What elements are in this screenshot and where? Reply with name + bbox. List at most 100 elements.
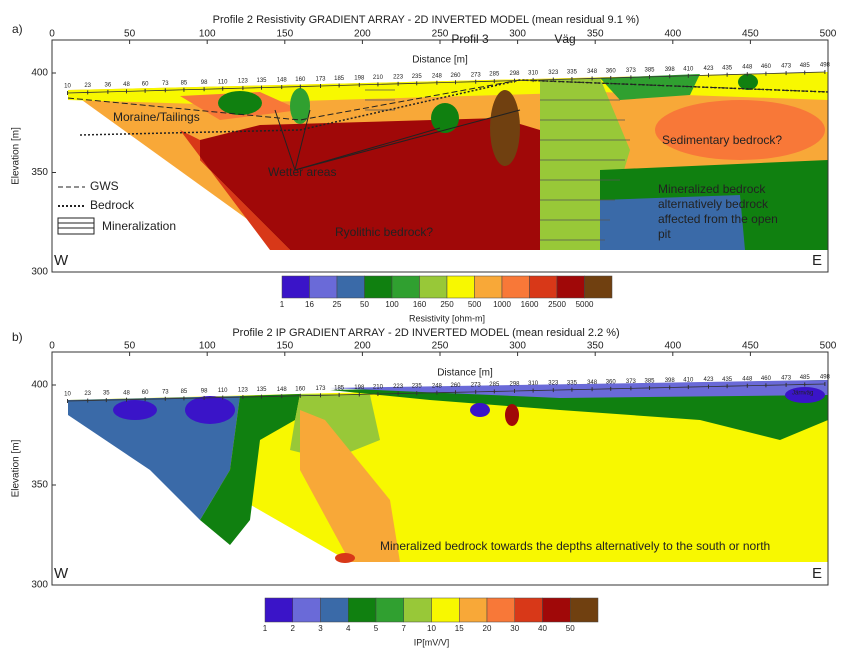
electrode-label: 285 xyxy=(489,382,500,388)
legend-label: Bedrock xyxy=(90,198,135,212)
electrode-label: 435 xyxy=(722,377,733,383)
colorbar-label: 4 xyxy=(346,624,351,633)
note-line: alternatively bedrock xyxy=(658,197,769,211)
colorbar-swatch xyxy=(320,597,349,623)
electrode-label: 323 xyxy=(548,381,559,387)
electrode-label: 348 xyxy=(587,380,598,386)
colorbar-swatch xyxy=(264,597,293,623)
y-tick-label: 300 xyxy=(31,267,48,278)
x-tick-label: 250 xyxy=(432,29,449,40)
colorbar-label: 10 xyxy=(427,624,436,633)
panel-title: Profile 2 IP GRADIENT ARRAY - 2D INVERTE… xyxy=(232,327,619,339)
electrode-label: 273 xyxy=(471,72,482,78)
electrode-label: 48 xyxy=(123,82,130,88)
electrode-label: 98 xyxy=(201,389,208,395)
electrode-label: 410 xyxy=(683,66,694,72)
x-tick-label: 250 xyxy=(432,341,449,352)
electrode-label: 210 xyxy=(373,75,384,81)
electrode-label: 448 xyxy=(742,65,753,71)
electrode-label: 285 xyxy=(489,72,500,78)
legend-label: GWS xyxy=(90,179,119,193)
colorbar-swatch xyxy=(459,597,488,623)
colorbar-label: 3 xyxy=(318,624,323,633)
colorbar-swatch xyxy=(486,597,515,623)
electrode-label: 185 xyxy=(334,385,345,391)
electrode-label: 185 xyxy=(334,76,345,82)
electrode-label: 223 xyxy=(393,384,404,390)
colorbar-label: 40 xyxy=(538,624,547,633)
electrode-label: 360 xyxy=(606,379,617,385)
colorbar-label: 5000 xyxy=(576,300,594,309)
annotation: Sedimentary bedrock? xyxy=(662,133,782,147)
y-tick-label: 350 xyxy=(31,167,48,178)
x-tick-label: 300 xyxy=(509,29,526,40)
electrode-label: 385 xyxy=(645,67,656,73)
electrode-label: 148 xyxy=(277,78,288,84)
electrode-label: 85 xyxy=(181,389,188,395)
electrode-label: 498 xyxy=(820,375,831,381)
colorbar-swatch xyxy=(403,597,432,623)
electrode-label: 435 xyxy=(722,65,733,71)
x-axis-label: Distance [m] xyxy=(437,368,493,379)
annotation: Mineralized bedrock towards the depths a… xyxy=(380,539,770,553)
x-tick-label: 150 xyxy=(276,29,293,40)
colorbar-label: 25 xyxy=(333,300,342,309)
y-tick-label: 300 xyxy=(31,580,48,591)
x-tick-label: 200 xyxy=(354,341,371,352)
x-tick-label: 500 xyxy=(820,29,837,40)
electrode-label: 235 xyxy=(412,384,423,390)
colorbar-swatch xyxy=(514,597,543,623)
electrode-label: 323 xyxy=(548,70,559,76)
colorbar-label: 15 xyxy=(455,624,464,633)
electrode-label: 248 xyxy=(432,73,443,79)
colorbar-swatch xyxy=(501,275,530,299)
colorbar-label: 7 xyxy=(402,624,407,633)
electrode-label: 498 xyxy=(820,63,831,69)
electrode-label: 460 xyxy=(761,376,772,382)
resistivity-section xyxy=(57,72,829,250)
electrode-label: 198 xyxy=(354,385,365,391)
annotation: Wetter areas xyxy=(268,165,336,179)
colorbar-swatch xyxy=(570,597,599,623)
colorbar-label: 5 xyxy=(374,624,379,633)
electrode-label: 360 xyxy=(606,69,617,75)
colorbar-label: 30 xyxy=(510,624,519,633)
electrode-label: 485 xyxy=(800,63,811,69)
x-tick-label: 200 xyxy=(354,29,371,40)
colorbar-label: 50 xyxy=(360,300,369,309)
y-tick-label: 400 xyxy=(31,380,48,391)
west-label: W xyxy=(54,565,69,582)
legend-label: Mineralization xyxy=(102,219,176,233)
x-tick-label: 0 xyxy=(49,341,55,352)
colorbar-swatch xyxy=(391,275,420,299)
colorbar-swatch xyxy=(529,275,558,299)
electrode-label: 160 xyxy=(295,77,306,83)
colorbar-label: 50 xyxy=(566,624,575,633)
y-axis-label: Elevation [m] xyxy=(11,127,22,185)
electrode-label: 123 xyxy=(238,388,249,394)
electrode-label: 310 xyxy=(528,381,539,387)
colorbar-swatch xyxy=(375,597,404,623)
electrode-label: 448 xyxy=(742,376,753,382)
colorbar-label: 20 xyxy=(483,624,492,633)
west-label: W xyxy=(54,252,69,269)
electrode-label: 173 xyxy=(315,77,326,83)
topography xyxy=(67,71,825,94)
electrode-label: 385 xyxy=(645,379,656,385)
electrode-label: 123 xyxy=(238,79,249,85)
colorbar-label: 1000 xyxy=(493,300,511,309)
x-tick-label: 350 xyxy=(587,29,604,40)
x-tick-label: 350 xyxy=(587,341,604,352)
electrode-label: 98 xyxy=(201,80,208,86)
x-tick-label: 100 xyxy=(199,341,216,352)
colorbar-label: 500 xyxy=(468,300,482,309)
colorbar-swatch xyxy=(281,275,310,299)
colorbar-label: 160 xyxy=(413,300,427,309)
electrode-label: 273 xyxy=(471,382,482,388)
electrode-label: 198 xyxy=(354,75,365,81)
panel-label: a) xyxy=(12,22,23,36)
colorbar-label: 16 xyxy=(305,300,314,309)
annotation: Profil 3 xyxy=(451,32,489,46)
electrode-label: 48 xyxy=(123,390,130,396)
